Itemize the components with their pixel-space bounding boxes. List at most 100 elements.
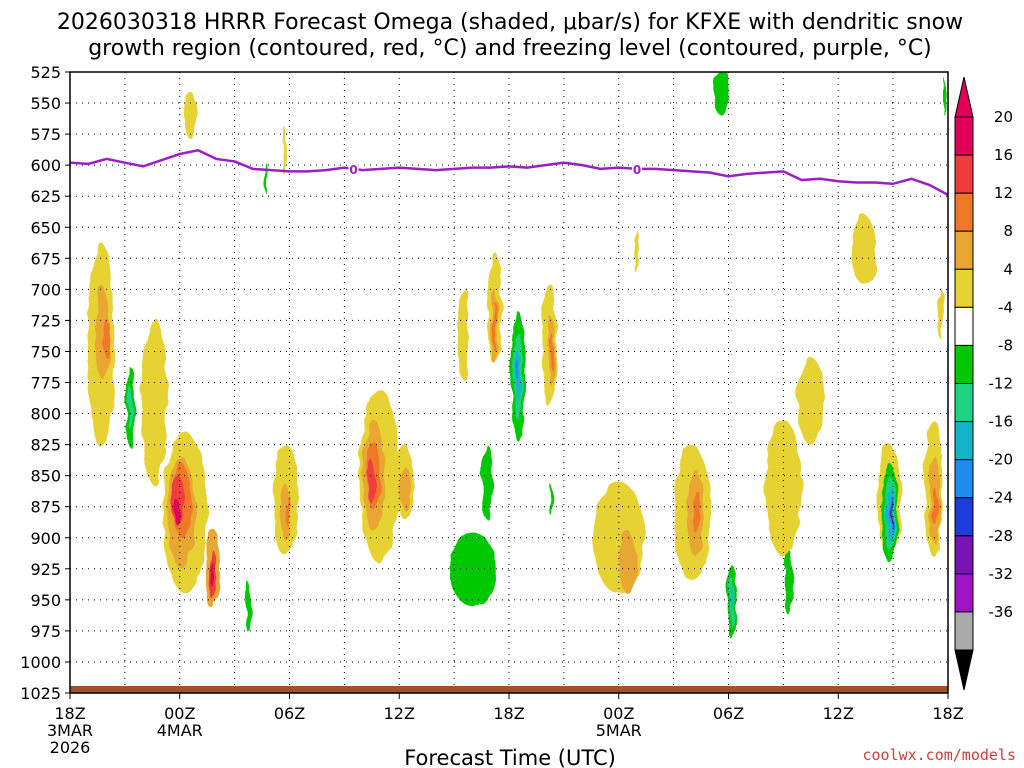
y-tick-label: 950: [30, 591, 61, 610]
x-tick-label: 12Z: [823, 704, 854, 723]
omega-cell: [399, 466, 411, 510]
colorbar-swatch: [954, 344, 974, 384]
colorbar-label: 20: [994, 108, 1013, 126]
colorbar-swatch: [954, 154, 974, 194]
x-tick-label: 06Z: [274, 704, 305, 723]
omega-cell: [730, 587, 734, 613]
omega-cell: [175, 500, 181, 526]
omega-cell: [549, 484, 553, 517]
colorbar-label: -36: [989, 603, 1014, 621]
y-tick-label: 625: [30, 187, 61, 206]
y-tick-label: 850: [30, 467, 61, 486]
omega-cell: [784, 547, 793, 616]
colorbar-label: -16: [989, 413, 1014, 431]
y-tick-label: 975: [30, 622, 61, 641]
omega-cell: [492, 301, 497, 352]
omega-cell: [942, 78, 946, 116]
colorbar-swatch: [954, 421, 974, 461]
omega-cell: [102, 320, 111, 358]
omega-cell: [516, 360, 520, 380]
x-tick-label: 00Z: [164, 704, 195, 723]
colorbar-label: -8: [998, 336, 1013, 354]
omega-cell: [797, 357, 825, 445]
y-tick-label: 900: [30, 529, 61, 548]
omega-cell: [280, 484, 292, 541]
colorbar-swatch: [954, 268, 974, 308]
y-tick-label: 600: [30, 156, 61, 175]
chart-title-line2: growth region (contoured, red, °C) and f…: [88, 36, 932, 61]
omega-cell: [765, 419, 802, 557]
x-axis-label: Forecast Time (UTC): [404, 746, 616, 768]
y-tick-label: 725: [30, 311, 61, 330]
omega-cell: [635, 230, 639, 274]
colorbar-label: 16: [994, 146, 1013, 164]
chart-title-line1: 2026030318 HRRR Forecast Omega (shaded, …: [57, 10, 963, 35]
x-tick-label: 18Z: [932, 704, 963, 723]
colorbar-label: -32: [989, 565, 1014, 583]
colorbar-label: 8: [1003, 222, 1013, 240]
colorbar-swatch: [954, 459, 974, 499]
omega-cell: [618, 531, 638, 594]
y-tick-label: 1025: [20, 684, 61, 703]
colorbar-label: -24: [989, 489, 1014, 507]
y-tick-label: 550: [30, 94, 61, 113]
colorbar: 20 16 12 8 4 -4 -8 -12 -16 -20 -24 -28 -32 -36: [954, 76, 1014, 691]
colorbar-bottom-arrow: [954, 649, 974, 691]
x-tick-label: 18Z: [54, 704, 85, 723]
omega-cell: [368, 460, 376, 504]
freezing-level-label-bg: [632, 160, 643, 177]
x-tick-label: 06Z: [713, 704, 744, 723]
omega-cell: [694, 491, 701, 535]
freezing-level-label: 0: [633, 163, 641, 177]
omega-cell: [890, 499, 893, 527]
omega-cell: [287, 497, 292, 529]
colorbar-label: -12: [989, 375, 1014, 393]
colorbar-swatch: [954, 230, 974, 270]
y-tick-label: 800: [30, 405, 61, 424]
x-tick-label: 00Z: [603, 704, 634, 723]
y-tick-label: 1000: [20, 653, 61, 672]
y-tick-label: 825: [30, 436, 61, 455]
omega-cell: [549, 332, 553, 371]
freezing-level-line: [70, 148, 948, 197]
omega-cell: [937, 289, 944, 340]
y-tick-label: 750: [30, 342, 61, 361]
omega-cell: [184, 91, 198, 140]
x-tick-label: 12Z: [384, 704, 415, 723]
colorbar-swatch: [954, 535, 974, 575]
omega-cell: [481, 444, 493, 520]
y-tick-label: 925: [30, 560, 61, 579]
colorbar-swatch: [954, 497, 974, 537]
y-tick-label: 775: [30, 374, 61, 393]
y-tick-label: 875: [30, 498, 61, 517]
omega-cell: [851, 215, 877, 284]
omega-cell: [210, 562, 215, 588]
x-tick-sublabel: 3MAR: [47, 721, 93, 740]
y-tick-label: 650: [30, 218, 61, 237]
omega-cell: [264, 162, 268, 194]
credit-text: coolwx.com/models: [862, 746, 1016, 764]
colorbar-label: -20: [989, 451, 1014, 469]
x-tick-sublabel: 5MAR: [596, 721, 642, 740]
colorbar-swatch: [954, 306, 974, 346]
colorbar-label: -28: [989, 527, 1014, 545]
omega-cell: [714, 72, 728, 116]
terrain-ground: [70, 686, 948, 693]
y-tick-label: 525: [30, 63, 61, 82]
freezing-level-label: 0: [349, 163, 357, 177]
omega-cell: [128, 385, 133, 430]
colorbar-swatch: [954, 192, 974, 232]
colorbar-label: 4: [1003, 260, 1013, 278]
omega-cell: [141, 317, 167, 485]
omega-cell: [457, 286, 469, 380]
y-tick-label: 700: [30, 280, 61, 299]
omega-cell: [244, 581, 251, 631]
x-tick-label: 18Z: [493, 704, 524, 723]
freezing-level-label-bg: [348, 160, 359, 177]
y-axis: 525 550 575 600 625 650 675 700 725 750 775 800 825 8…: [20, 63, 70, 703]
colorbar-label: 12: [994, 184, 1013, 202]
